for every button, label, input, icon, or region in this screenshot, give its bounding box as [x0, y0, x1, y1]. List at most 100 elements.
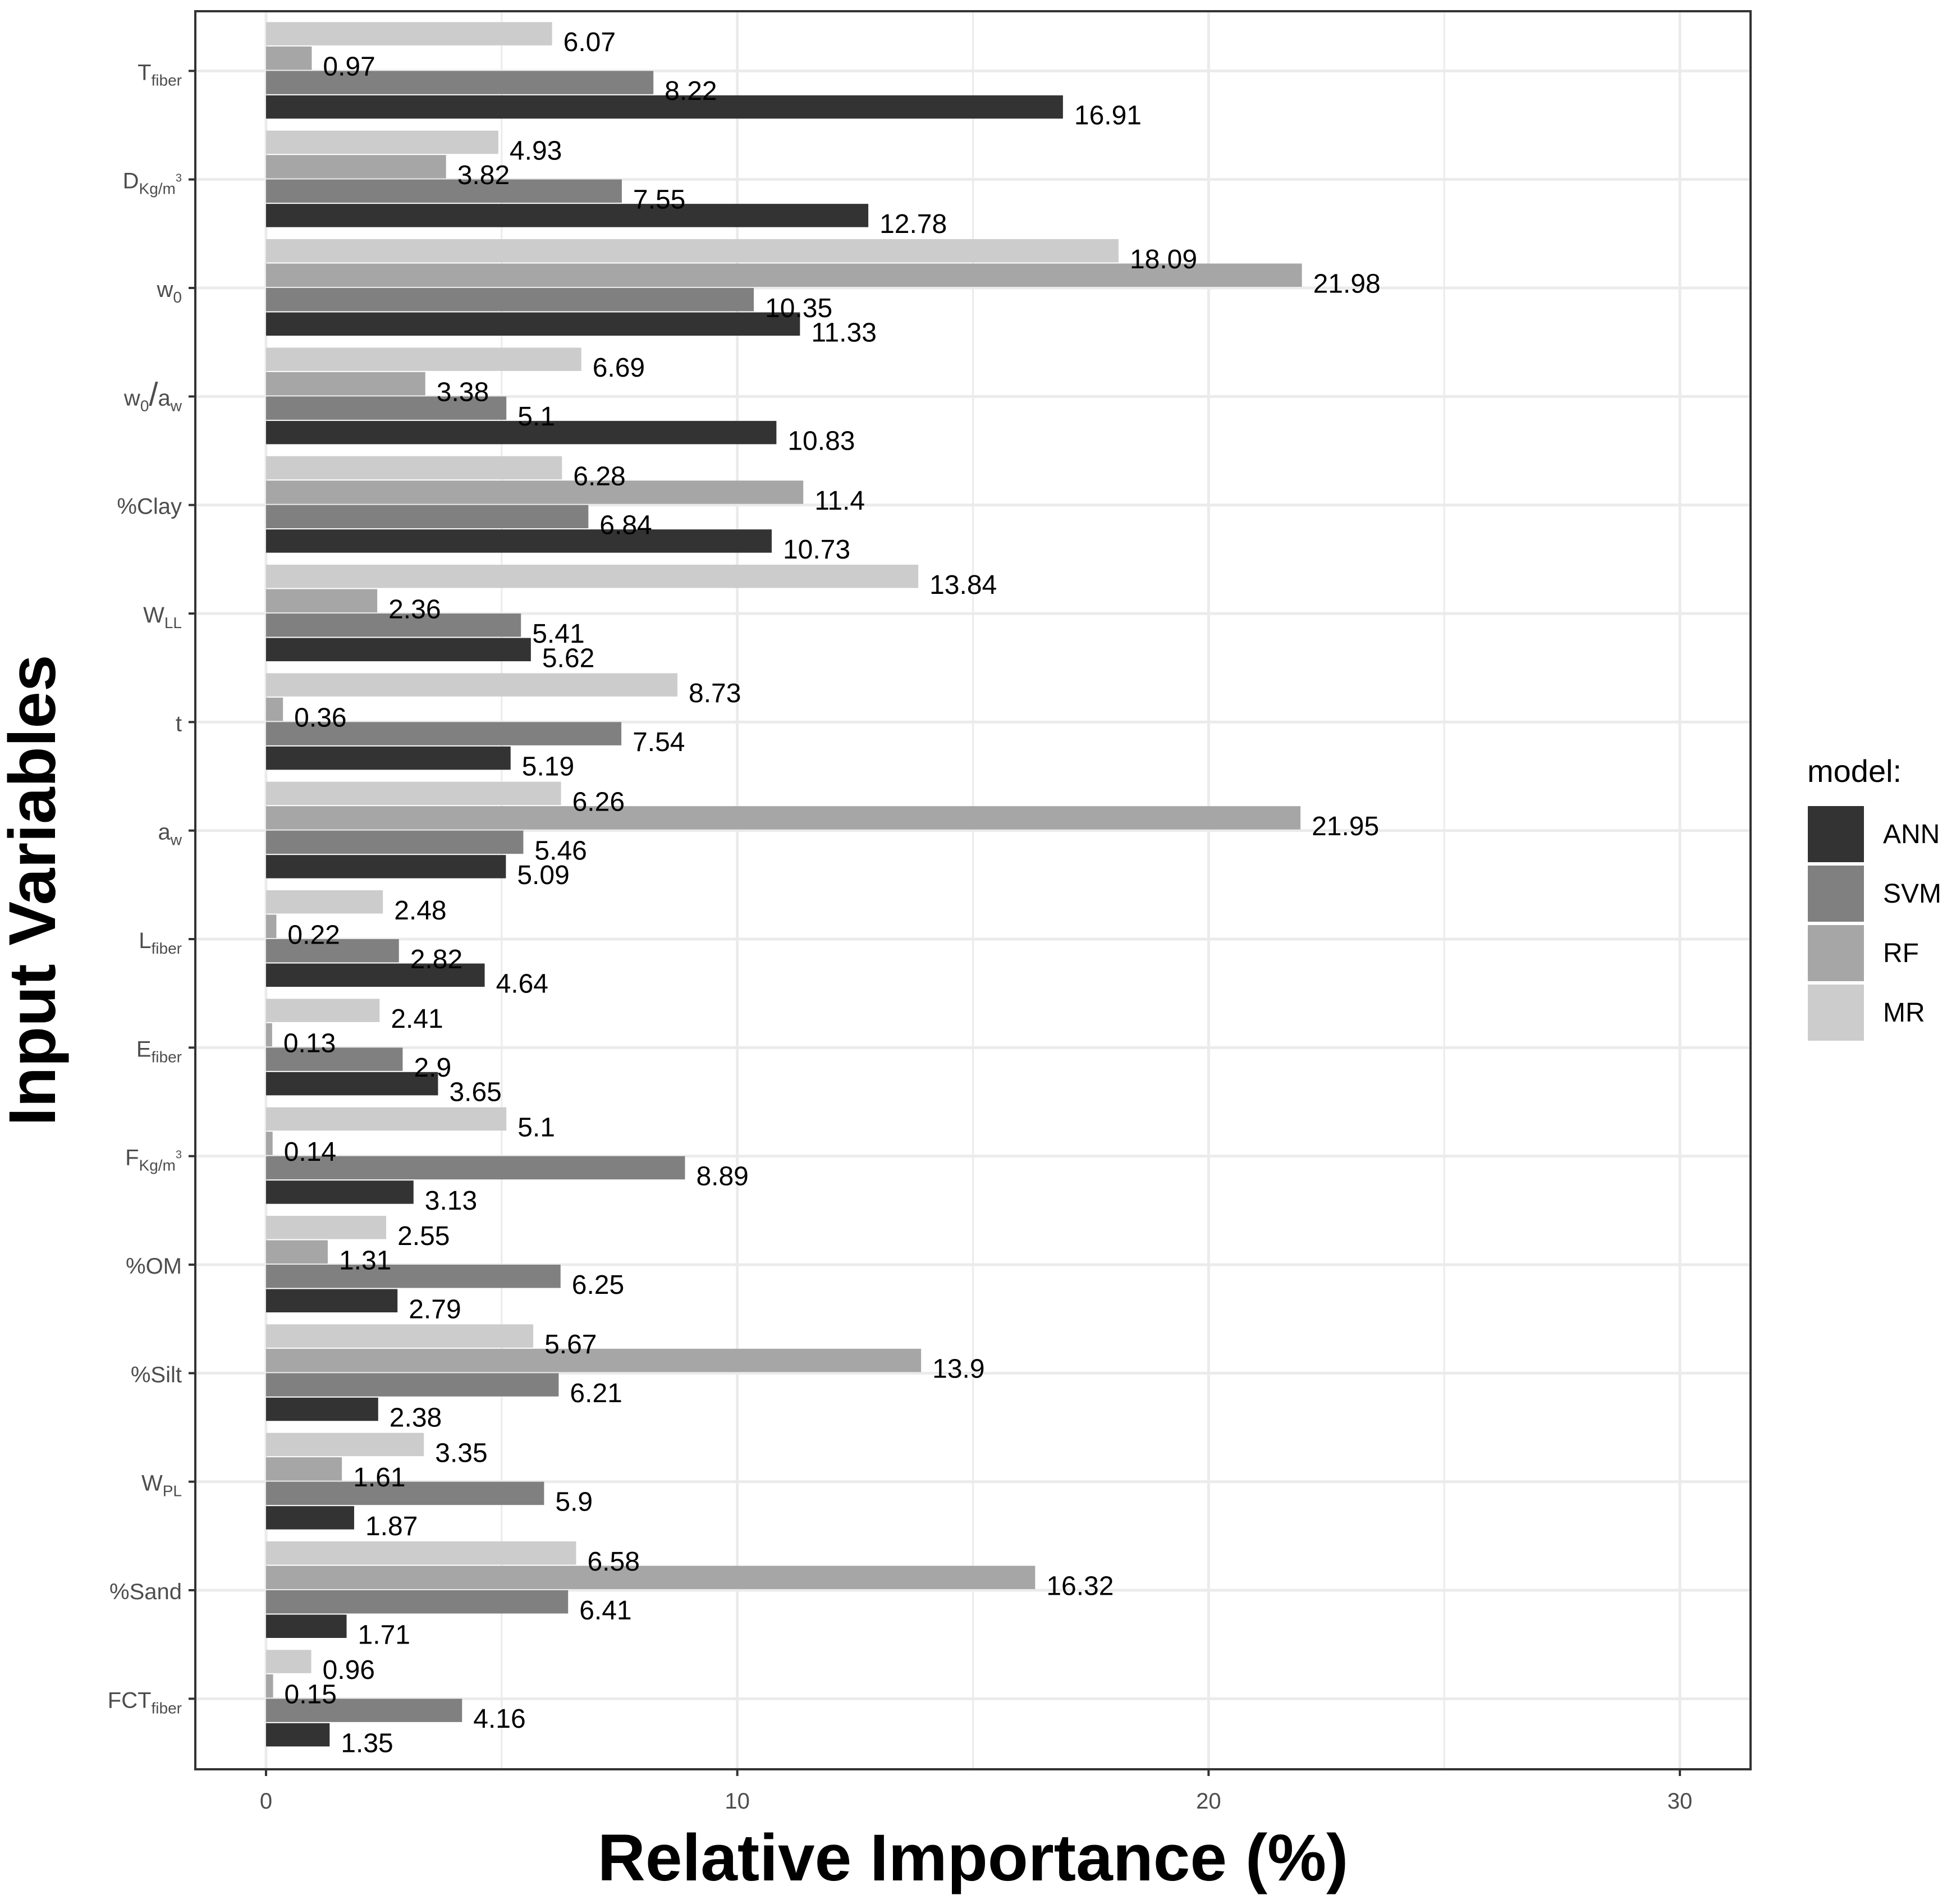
y-axis-title: Input Variables: [0, 654, 70, 1125]
bars: [265, 22, 1302, 1747]
bar-mr: [265, 565, 919, 588]
x-tick-label: 0: [260, 1789, 272, 1814]
value-label-ann: 3.65: [449, 1078, 501, 1107]
bar-ann: [265, 529, 772, 553]
value-label-svm: 5.1: [517, 402, 555, 432]
bar-rf: [265, 46, 312, 70]
value-label-ann: 10.83: [787, 427, 855, 456]
bar-ann: [265, 1614, 347, 1638]
value-label-mr: 18.09: [1130, 245, 1197, 274]
value-label-ann: 1.87: [365, 1512, 418, 1541]
bar-rf: [265, 1457, 342, 1481]
bar-ann: [265, 312, 800, 336]
legend-key-mr: [1808, 985, 1864, 1041]
value-label-rf: 0.15: [285, 1680, 337, 1710]
bar-ann: [265, 963, 485, 987]
y-tick-label: %OM: [126, 1254, 182, 1279]
bar-svm: [265, 1699, 462, 1722]
legend-key-ann: [1808, 806, 1864, 862]
bar-svm: [265, 1265, 561, 1288]
bar-svm: [265, 505, 589, 529]
value-label-mr: 5.67: [544, 1330, 597, 1360]
value-label-svm: 7.54: [633, 727, 685, 757]
bar-svm: [265, 71, 654, 94]
value-label-rf: 0.22: [287, 920, 340, 950]
value-label-mr: 5.1: [517, 1113, 555, 1142]
value-label-svm: 5.46: [534, 836, 587, 866]
value-label-ann: 5.09: [517, 861, 569, 890]
y-tick-label: Efiber: [136, 1037, 182, 1065]
value-label-svm: 6.41: [579, 1596, 631, 1626]
bar-ann: [265, 95, 1063, 119]
value-label-mr: 6.58: [587, 1547, 639, 1577]
y-tick-label: FCTfiber: [108, 1688, 182, 1717]
bar-svm: [265, 179, 622, 203]
bar-svm: [265, 939, 399, 963]
value-label-ann: 16.91: [1074, 101, 1142, 131]
value-label-svm: 2.82: [410, 945, 462, 974]
y-tick-label: Lfiber: [139, 928, 182, 957]
legend-key-svm: [1808, 866, 1864, 922]
value-label-ann: 3.13: [425, 1186, 477, 1216]
value-label-svm: 5.41: [532, 619, 584, 649]
bar-mr: [265, 999, 380, 1022]
bar-svm: [265, 614, 521, 637]
bar-mr: [265, 781, 561, 805]
bar-svm: [265, 1047, 403, 1071]
bar-mr: [265, 1650, 311, 1673]
value-label-rf: 1.61: [353, 1463, 405, 1493]
bar-rf: [265, 155, 446, 178]
value-label-rf: 11.4: [814, 486, 865, 516]
legend-label-mr: MR: [1883, 998, 1925, 1028]
bar-rf: [265, 806, 1301, 830]
y-tick-label: FKg/m3: [125, 1146, 182, 1174]
axes: 0 10 20 30 Tfiber DKg/m3 w0 w0/aw %Clay WLL t aw Lfi…: [0, 60, 1692, 1895]
x-tick-label: 10: [725, 1789, 750, 1814]
x-tick-label: 30: [1667, 1789, 1693, 1814]
value-label-mr: 8.73: [689, 679, 741, 708]
bar-rf: [265, 263, 1302, 287]
y-tick-label: w0: [157, 277, 182, 306]
bar-svm: [265, 1481, 544, 1505]
bar-svm: [265, 396, 507, 420]
value-label-svm: 6.84: [599, 510, 652, 540]
y-tick-label: %Silt: [131, 1362, 182, 1387]
bar-rf: [265, 1240, 328, 1264]
bar-rf: [265, 1132, 273, 1155]
y-tick-label: aw: [158, 820, 182, 849]
value-label-rf: 0.36: [294, 703, 346, 733]
bar-mr: [265, 1216, 387, 1239]
x-axis-title: Relative Importance (%): [598, 1821, 1349, 1895]
bar-ann: [265, 1506, 354, 1530]
bar-rf: [265, 480, 804, 504]
bar-mr: [265, 239, 1119, 263]
bar-ann: [265, 1072, 438, 1096]
bar-mr: [265, 1432, 424, 1457]
y-tick-label: w0/aw: [123, 376, 182, 414]
legend-key-rf: [1808, 925, 1864, 981]
y-tick-label: WLL: [143, 603, 182, 631]
value-label-ann: 1.35: [341, 1729, 393, 1759]
value-label-mr: 4.93: [510, 136, 562, 166]
value-label-svm: 5.9: [555, 1487, 593, 1517]
value-label-svm: 2.9: [414, 1053, 451, 1083]
value-label-svm: 6.21: [570, 1379, 622, 1408]
y-tick-label: t: [176, 711, 182, 736]
y-tick-label: WPL: [141, 1471, 182, 1500]
value-label-ann: 5.19: [522, 752, 574, 782]
bar-mr: [265, 890, 383, 914]
value-label-mr: 2.48: [394, 896, 446, 926]
bar-mr: [265, 673, 678, 697]
value-label-mr: 6.07: [564, 28, 616, 57]
value-label-svm: 8.22: [665, 76, 717, 106]
value-label-svm: 10.35: [765, 294, 832, 323]
bar-rf: [265, 1023, 272, 1047]
bar-ann: [265, 855, 506, 878]
value-label-mr: 0.96: [323, 1655, 375, 1685]
bar-mr: [265, 1324, 534, 1348]
bar-svm: [265, 830, 524, 854]
bar-svm: [265, 1590, 569, 1614]
legend-title: model:: [1807, 753, 1902, 789]
